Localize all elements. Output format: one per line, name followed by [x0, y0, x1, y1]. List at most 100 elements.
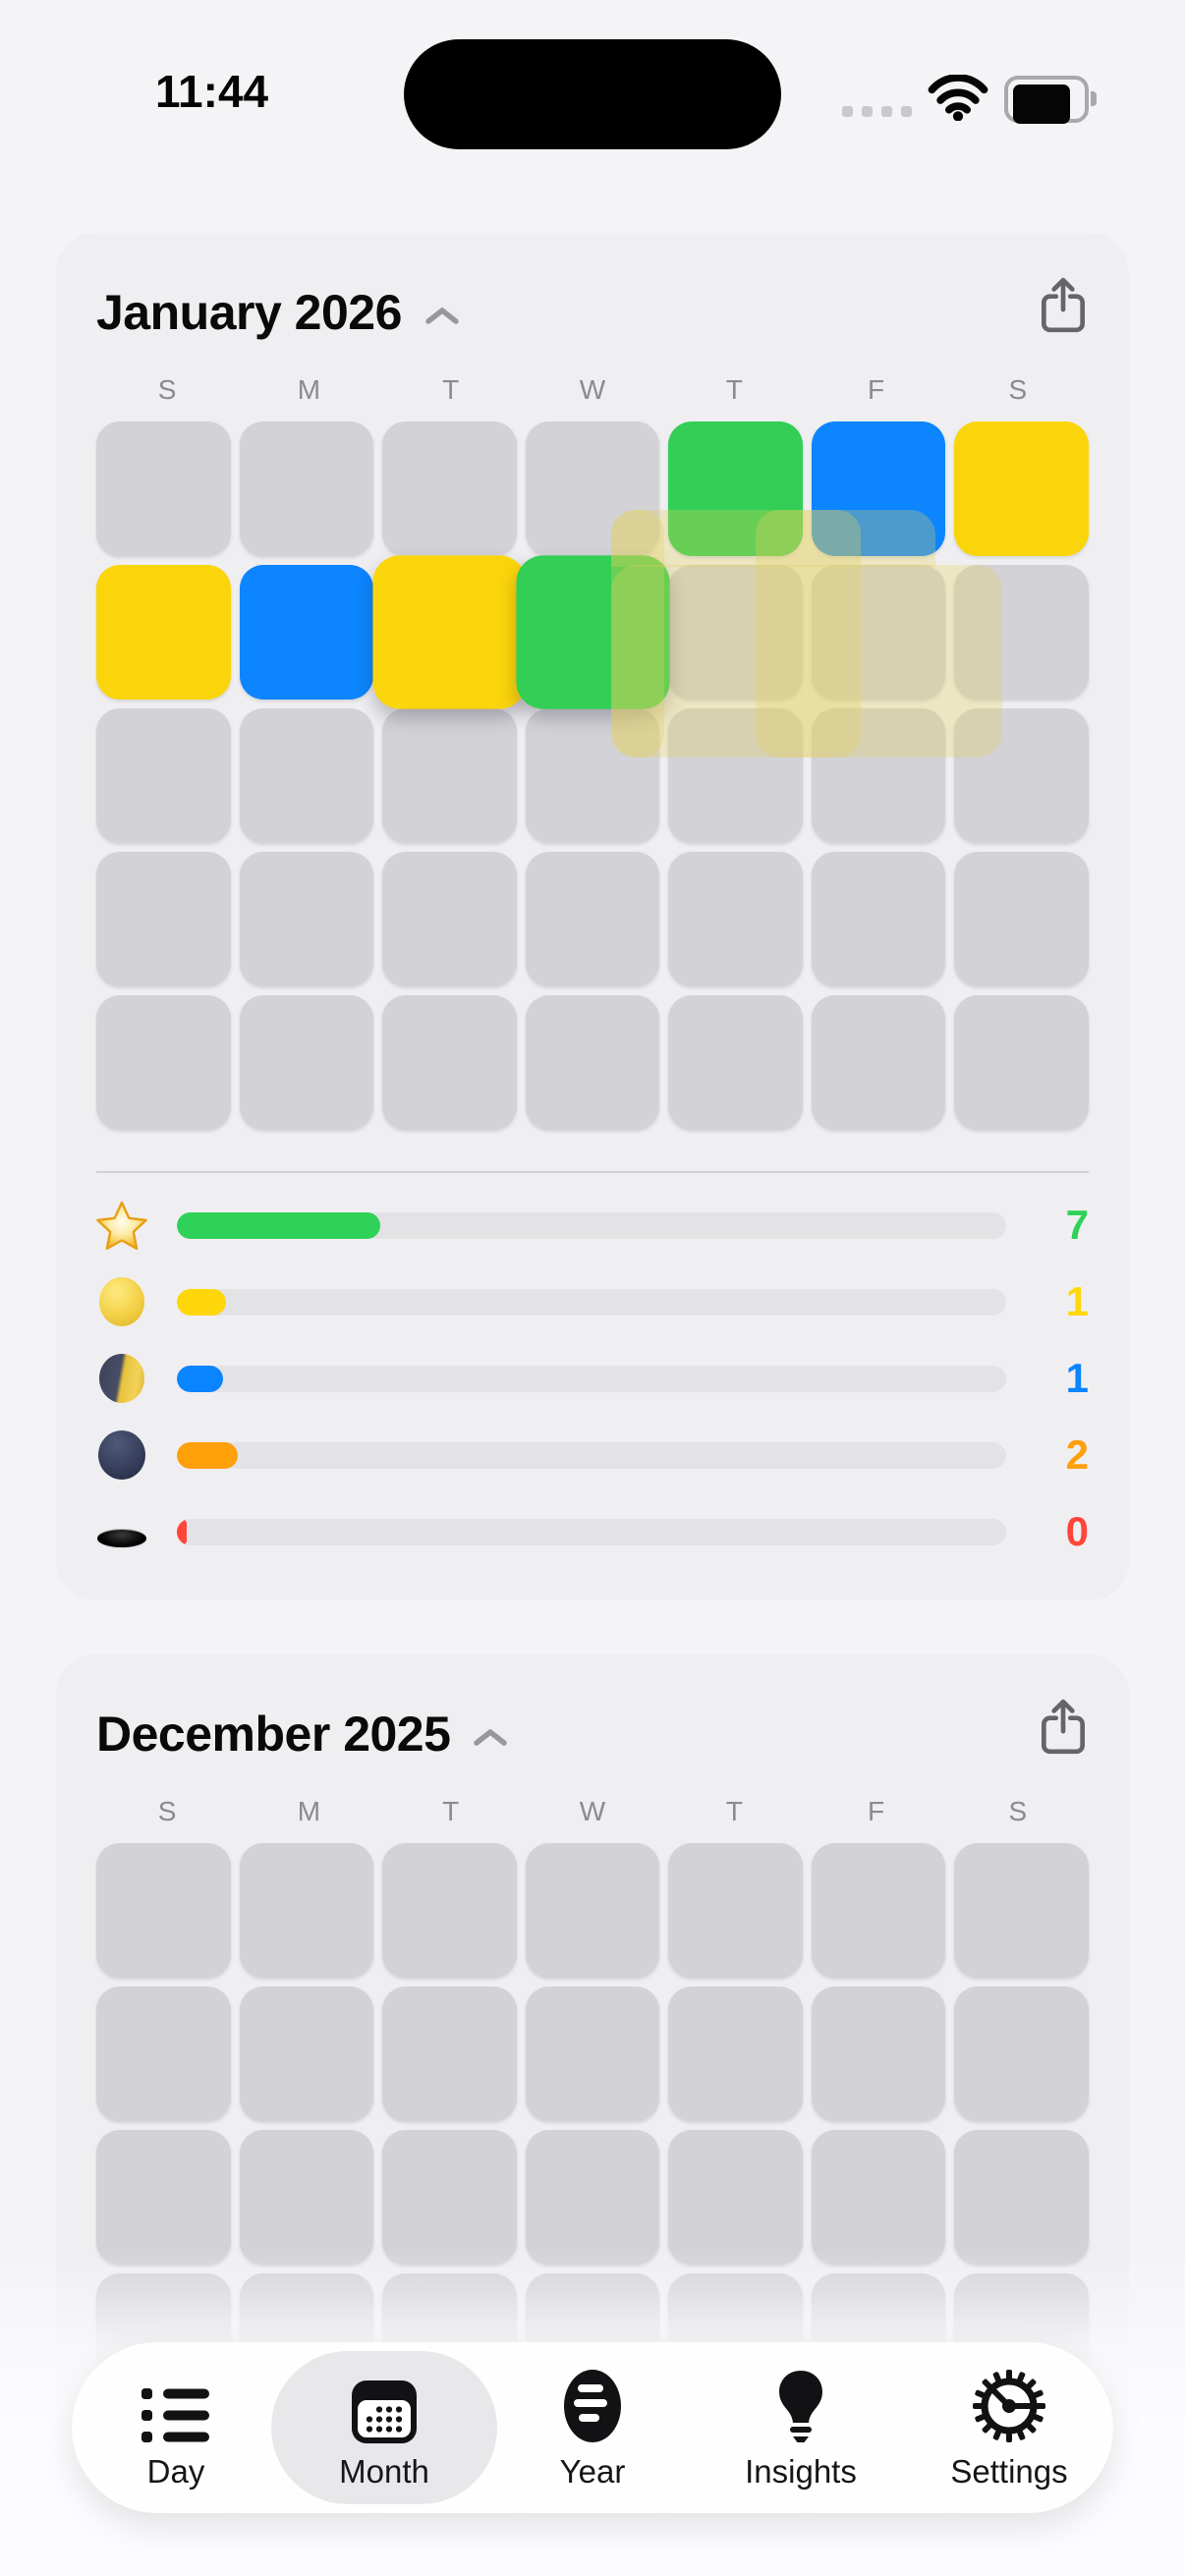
- calendar-day-cell[interactable]: [382, 2130, 517, 2265]
- calendar-day-cell[interactable]: [382, 1987, 517, 2121]
- calendar-day-cell[interactable]: [96, 1987, 231, 2121]
- calendar-day-cell[interactable]: [239, 421, 374, 556]
- calendar-day-cell[interactable]: [239, 565, 374, 700]
- calendar-day-cell[interactable]: [525, 852, 660, 986]
- hole-icon: [96, 1516, 147, 1547]
- calendar-day-cell[interactable]: [811, 1843, 946, 1978]
- month-card-january: January 2026 S M T W T F S 7 1 1 2 0: [56, 233, 1129, 1600]
- calendar-day-cell[interactable]: [239, 995, 374, 1130]
- calendar-day-cell[interactable]: [96, 852, 231, 986]
- calendar-day-cell[interactable]: [382, 708, 517, 843]
- calendar-day-cell[interactable]: [668, 565, 803, 700]
- progress-fill: [177, 1288, 226, 1316]
- calendar-day-cell[interactable]: [668, 1987, 803, 2121]
- weekday-label: S: [1008, 1796, 1028, 1826]
- year-sphere-icon: [563, 2365, 622, 2443]
- calendar-day-cell[interactable]: [811, 565, 946, 700]
- tab-month[interactable]: Month: [271, 2342, 497, 2513]
- calendar-day-cell[interactable]: [954, 565, 1089, 700]
- legend-list: 7 1 1 2 0: [96, 1187, 1089, 1570]
- calendar-day-cell[interactable]: [954, 421, 1089, 556]
- calendar-day-cell[interactable]: [96, 1843, 231, 1978]
- calendar-day-cell[interactable]: [525, 1843, 660, 1978]
- tab-day[interactable]: Day: [72, 2342, 280, 2513]
- weekday-label: T: [442, 374, 460, 405]
- tab-settings[interactable]: Settings: [905, 2342, 1113, 2513]
- habit-count: 0: [1065, 1508, 1089, 1554]
- calendar-day-cell[interactable]: [525, 708, 660, 843]
- calendar-day-cell[interactable]: [525, 1987, 660, 2121]
- habit-row[interactable]: 7: [96, 1187, 1089, 1263]
- calendar-day-cell[interactable]: [96, 2130, 231, 2265]
- weekday-label: F: [868, 374, 885, 405]
- calendar-day-cell[interactable]: [954, 995, 1089, 1130]
- month-title: December 2025: [96, 1707, 451, 1762]
- day-list-icon: [141, 2365, 210, 2443]
- calendar-day-cell[interactable]: [516, 555, 669, 709]
- calendar-day-cell[interactable]: [668, 1843, 803, 1978]
- battery-icon: [1004, 76, 1097, 124]
- calendar-day-cell[interactable]: [525, 2130, 660, 2265]
- calendar-day-cell[interactable]: [382, 421, 517, 556]
- calendar-day-cell[interactable]: [525, 421, 660, 556]
- progress-fill: [177, 1211, 380, 1239]
- habit-count: 1: [1065, 1278, 1089, 1324]
- share-icon[interactable]: [1040, 276, 1087, 338]
- insights-bulb-icon: [777, 2365, 824, 2443]
- habit-row[interactable]: 1: [96, 1263, 1089, 1340]
- calendar-day-cell[interactable]: [239, 1843, 374, 1978]
- progress-track: [177, 1211, 1006, 1239]
- calendar-day-cell[interactable]: [525, 995, 660, 1130]
- legend-divider: [96, 1171, 1089, 1173]
- tab-year[interactable]: Year: [488, 2342, 697, 2513]
- calendar-day-cell[interactable]: [954, 852, 1089, 986]
- progress-fill: [177, 1365, 224, 1392]
- progress-track: [177, 1365, 1006, 1392]
- share-icon[interactable]: [1040, 1698, 1087, 1760]
- calendar-day-cell[interactable]: [668, 852, 803, 986]
- tab-label: Year: [559, 2453, 626, 2490]
- calendar-day-cell[interactable]: [382, 1843, 517, 1978]
- habit-count: 1: [1065, 1355, 1089, 1401]
- calendar-day-cell[interactable]: [96, 708, 231, 843]
- collapse-chevron-up-icon[interactable]: [423, 306, 461, 327]
- calendar-day-cell[interactable]: [668, 421, 803, 556]
- calendar-day-cell[interactable]: [96, 565, 231, 700]
- calendar-day-cell[interactable]: [811, 852, 946, 986]
- progress-fill: [177, 1441, 239, 1469]
- weekday-label: F: [868, 1796, 885, 1826]
- month-calendar-icon: [352, 2365, 417, 2443]
- calendar-day-cell[interactable]: [382, 852, 517, 986]
- wifi-icon: [928, 74, 988, 126]
- calendar-day-cell[interactable]: [239, 708, 374, 843]
- habit-row[interactable]: 0: [96, 1493, 1089, 1570]
- calendar-day-cell[interactable]: [811, 421, 946, 556]
- half-moon-icon: [96, 1354, 147, 1403]
- tab-insights[interactable]: Insights: [697, 2342, 905, 2513]
- calendar-day-cell[interactable]: [811, 995, 946, 1130]
- calendar-day-cell[interactable]: [239, 2130, 374, 2265]
- calendar-day-cell[interactable]: [668, 708, 803, 843]
- collapse-chevron-up-icon[interactable]: [472, 1727, 509, 1749]
- calendar-day-cell[interactable]: [96, 421, 231, 556]
- habit-row[interactable]: 1: [96, 1340, 1089, 1417]
- calendar-day-cell[interactable]: [954, 1843, 1089, 1978]
- calendar-day-cell[interactable]: [811, 1987, 946, 2121]
- calendar-day-cell[interactable]: [668, 2130, 803, 2265]
- calendar-day-cell[interactable]: [372, 555, 527, 709]
- habit-row[interactable]: 2: [96, 1417, 1089, 1493]
- calendar-day-cell[interactable]: [668, 995, 803, 1130]
- calendar-day-cell[interactable]: [239, 1987, 374, 2121]
- calendar-grid: [96, 421, 1089, 1130]
- calendar-day-cell[interactable]: [239, 852, 374, 986]
- calendar-day-cell[interactable]: [811, 2130, 946, 2265]
- calendar-day-cell[interactable]: [954, 708, 1089, 843]
- calendar-day-cell[interactable]: [954, 1987, 1089, 2121]
- calendar-day-cell[interactable]: [811, 708, 946, 843]
- status-icons: [842, 71, 1097, 126]
- calendar-day-cell[interactable]: [382, 995, 517, 1130]
- calendar-day-cell[interactable]: [954, 2130, 1089, 2265]
- calendar-day-cell[interactable]: [96, 995, 231, 1130]
